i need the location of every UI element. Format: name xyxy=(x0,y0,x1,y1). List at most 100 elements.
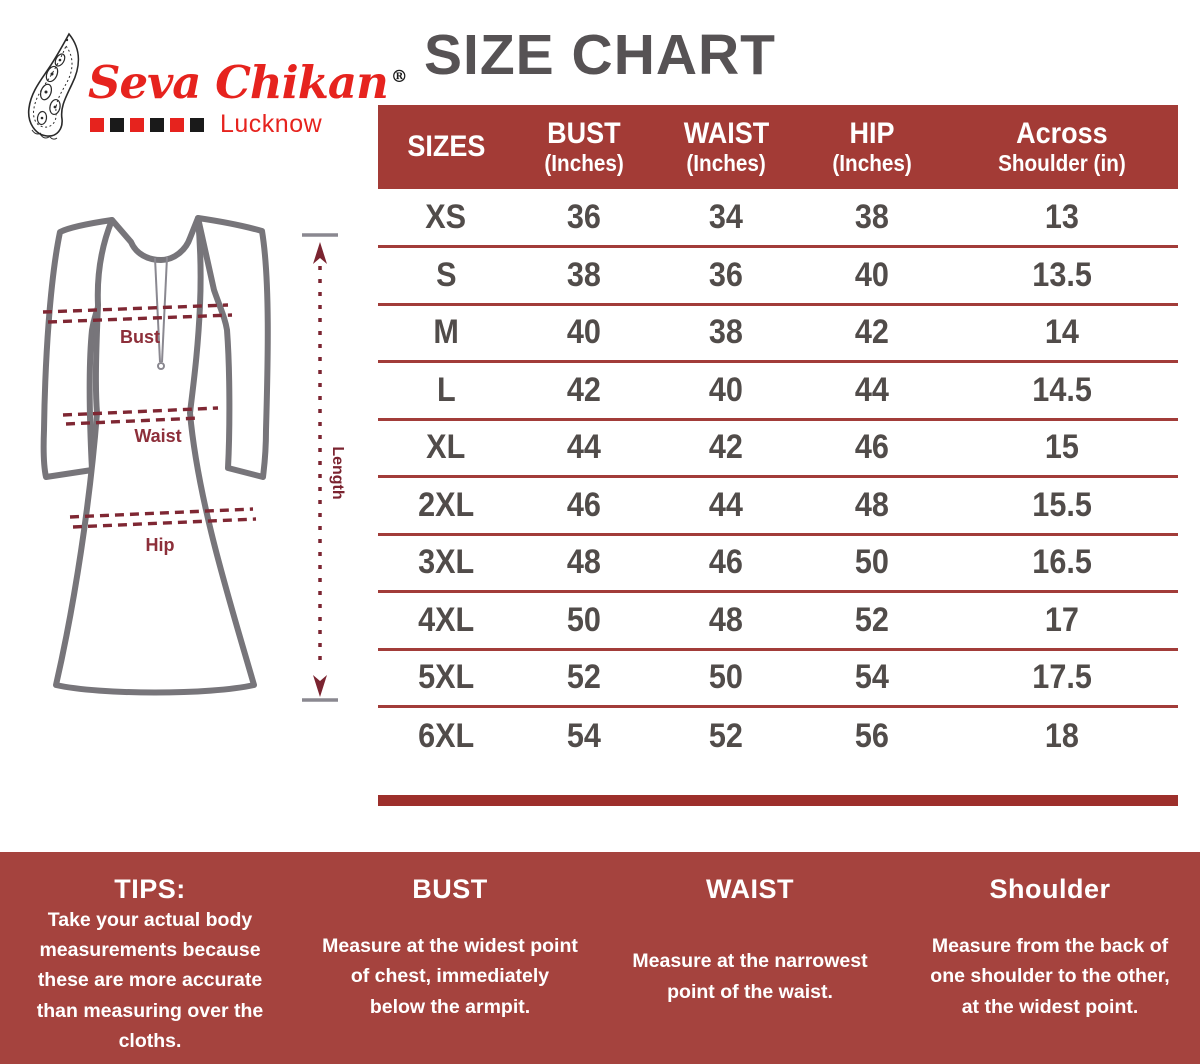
table-cell: 3XL xyxy=(417,543,475,582)
hip-line-2 xyxy=(72,517,257,529)
column-header: SIZES xyxy=(378,105,514,189)
registered-trademark: ® xyxy=(390,67,408,87)
table-body: XS 36 34 38 13 S 38 36 40 13.5 M 40 38 42 14 L 42 40 44 14.… xyxy=(378,189,1178,764)
length-label: Length xyxy=(329,446,346,499)
table-cell: 38 xyxy=(854,197,890,236)
table-row: 2XL 46 44 48 15.5 xyxy=(378,477,1178,534)
table-bottom-bar xyxy=(378,795,1178,806)
column-header: WAIST (Inches) xyxy=(654,105,798,189)
table-row: XL 44 42 46 15 xyxy=(378,419,1178,477)
table-cell: 36 xyxy=(708,255,744,294)
column-header: Across Shoulder (in) xyxy=(946,105,1178,189)
table-cell: 38 xyxy=(708,313,744,352)
table-cell: 14.5 xyxy=(1032,370,1092,409)
waist-line-2 xyxy=(65,416,201,426)
tip-body: Measure at the narrowest point of the wa… xyxy=(632,950,868,1003)
tip-heading: TIPS: xyxy=(114,874,186,904)
table-cell: S xyxy=(435,255,457,294)
table-cell: 5XL xyxy=(417,658,475,697)
table-cell: 44 xyxy=(854,370,890,409)
table-cell: 44 xyxy=(566,428,602,467)
table-cell: 42 xyxy=(708,428,744,467)
table-cell: 48 xyxy=(708,600,744,639)
garment-measurement-diagram: Bust Waist Hip Length xyxy=(40,215,346,702)
logo-squares xyxy=(90,117,210,132)
brand-name-text: Seva Chikan xyxy=(88,56,389,109)
table-cell: 17 xyxy=(1044,600,1080,639)
table-cell: 40 xyxy=(854,255,890,294)
logo-square xyxy=(190,117,204,132)
table-cell: XS xyxy=(425,197,467,236)
column-header: BUST (Inches) xyxy=(514,105,654,189)
table-row: L 42 40 44 14.5 xyxy=(378,362,1178,419)
brand-city: Lucknow xyxy=(220,110,323,138)
tip-heading: Shoulder xyxy=(989,874,1111,904)
table-cell: 4XL xyxy=(417,600,475,639)
waist-line xyxy=(62,406,219,417)
tip-heading: BUST xyxy=(412,874,488,904)
tip-body: Measure from the back of one shoulder to… xyxy=(930,935,1170,1018)
tip-section: BUST Measure at the widest point of chest… xyxy=(300,852,600,1064)
tip-section: Shoulder Measure from the back of one sho… xyxy=(900,852,1200,1064)
bust-line-2 xyxy=(47,313,233,324)
logo-square xyxy=(90,117,104,132)
table-cell: 54 xyxy=(566,716,602,755)
table-cell: 15.5 xyxy=(1032,485,1092,524)
brand-subline: Lucknow xyxy=(90,110,322,139)
brand-name: Seva Chikan ® xyxy=(88,56,408,109)
table-cell: 13 xyxy=(1044,197,1080,236)
logo-square xyxy=(150,117,164,132)
table-cell: 38 xyxy=(566,255,602,294)
size-table: SIZES BUST (Inches) WAIST (Inches) HIP (Inches… xyxy=(378,105,1178,764)
table-cell: 36 xyxy=(566,197,602,236)
neck-drawstrings xyxy=(154,256,168,370)
logo-square xyxy=(170,117,184,132)
hip-label: Hip xyxy=(146,535,175,555)
table-cell: L xyxy=(436,370,456,409)
tip-heading: WAIST xyxy=(706,874,794,904)
table-cell: 2XL xyxy=(417,485,475,524)
page-title: SIZE CHART xyxy=(424,23,776,87)
table-cell: 40 xyxy=(566,313,602,352)
table-cell: 50 xyxy=(854,543,890,582)
table-header-row: SIZES BUST (Inches) WAIST (Inches) HIP (Inches… xyxy=(378,105,1178,189)
right-sleeve xyxy=(195,215,271,480)
table-cell: 16.5 xyxy=(1032,543,1092,582)
table-row: M 40 38 42 14 xyxy=(378,304,1178,362)
tips-banner: TIPS: Take your actual body measurements … xyxy=(0,852,1200,1064)
waist-label: Waist xyxy=(134,426,181,446)
logo-square xyxy=(110,117,124,132)
table-cell: 44 xyxy=(708,485,744,524)
tip-body: Measure at the widest point of chest, im… xyxy=(322,935,578,1018)
tip-section: WAIST Measure at the narrowest point of t… xyxy=(600,852,900,1064)
table-row: 3XL 48 46 50 16.5 xyxy=(378,534,1178,592)
table-row: S 38 36 40 13.5 xyxy=(378,247,1178,304)
tip-section: TIPS: Take your actual body measurements … xyxy=(0,852,300,1064)
logo-square xyxy=(130,117,144,132)
table-cell: XL xyxy=(426,428,466,467)
table-cell: 52 xyxy=(854,600,890,639)
table-cell: 52 xyxy=(566,658,602,697)
table-cell: 42 xyxy=(566,370,602,409)
table-cell: 6XL xyxy=(417,716,475,755)
table-cell: 50 xyxy=(566,600,602,639)
kurta-body xyxy=(53,215,257,696)
table-cell: 48 xyxy=(854,485,890,524)
table-cell: M xyxy=(433,313,459,352)
table-cell: 17.5 xyxy=(1032,658,1092,697)
table-cell: 18 xyxy=(1044,716,1080,755)
hip-line xyxy=(69,507,254,519)
bust-line xyxy=(42,303,229,314)
column-header: HIP (Inches) xyxy=(798,105,946,189)
table-cell: 46 xyxy=(854,428,890,467)
table-cell: 50 xyxy=(708,658,744,697)
table-cell: 52 xyxy=(708,716,744,755)
paisley-logo-icon xyxy=(27,32,80,140)
table-row: 5XL 52 50 54 17.5 xyxy=(378,649,1178,707)
table-row: 6XL 54 52 56 18 xyxy=(378,707,1178,765)
table-cell: 46 xyxy=(708,543,744,582)
table-cell: 54 xyxy=(854,658,890,697)
table-cell: 48 xyxy=(566,543,602,582)
table-cell: 40 xyxy=(708,370,744,409)
table-row: 4XL 50 48 52 17 xyxy=(378,592,1178,649)
